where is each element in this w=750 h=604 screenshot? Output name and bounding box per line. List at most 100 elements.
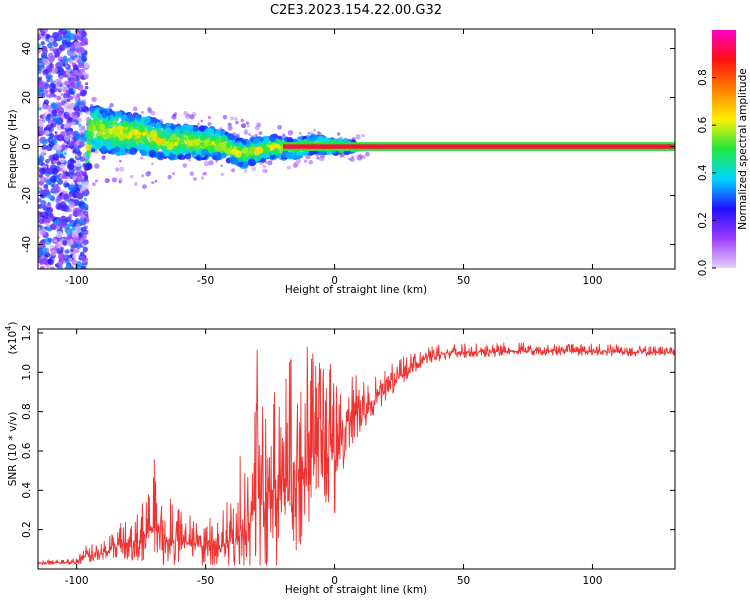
spectrogram-noise-blob [40,257,48,265]
spectrogram-noise-blob [77,62,85,69]
spectrogram-scatter-blob [151,162,154,165]
spectrogram-scatter-blob [267,160,273,166]
spectrogram-noise-blob [63,102,71,110]
spectrogram-noise-blob [59,193,63,197]
spectrogram-noise-blob [55,248,61,253]
spectrogram-noise-blob [76,192,84,200]
spectrogram-noise-blob [79,141,84,147]
spectrogram-scatter-blob [287,129,294,136]
spectrogram-ridge-blob [117,140,124,147]
spectrogram-scatter-blob [244,128,248,133]
spectrogram-noise-blob [69,265,75,269]
spectrogram-noise-blob [60,222,66,229]
spectrogram-scatter-blob [132,106,138,112]
spectrogram-scatter-blob [240,118,244,123]
spectrogram-scatter-blob [356,154,361,160]
spectrogram-noise-blob [55,225,61,230]
spectrogram-noise-blob [39,114,44,119]
spectrogram-noise-blob [48,141,55,148]
spectrogram-scatter-blob [294,160,300,167]
spectrogram-noise-blob [71,259,78,265]
spectrogram-noise-blob [59,157,65,163]
spectrogram-x-label: Height of straight line (km) [285,284,427,296]
spectrogram-ridge-blob [225,142,232,149]
spectrogram-noise-blob [70,140,75,146]
spectrogram-noise-blob [59,58,63,62]
spectrogram-noise-blob [82,171,88,177]
spectrogram-scatter-blob [319,156,325,162]
spectrogram-scatter-blob [365,151,370,157]
spectrogram-noise-blob [60,246,64,251]
spectrogram-noise-blob [52,41,59,48]
spectrogram-scatter-blob [281,133,286,138]
spectrogram-scatter-blob [258,131,263,135]
spectrogram-noise-blob [52,109,57,115]
snr-y-tick-label: 0.6 [21,442,33,459]
spectrogram-noise-blob [60,93,64,97]
spectrogram-noise-blob [47,55,55,63]
spectrogram-noise-blob [83,218,87,222]
spectrogram-scatter-blob [247,124,250,128]
spectrogram-noise-blob [75,82,81,87]
spectrogram-noise-blob [58,68,65,74]
spectrogram-noise-blob [68,83,75,90]
spectrogram-scatter-blob [203,161,210,167]
spectrogram-noise-blob [40,52,48,59]
spectrogram-ridge-blob [261,136,270,145]
spectrogram-ridge-blob [193,126,198,132]
spectrogram-noise-blob [79,40,86,46]
spectrogram-noise-blob [76,93,81,98]
spectrogram-ridge-blob [157,137,164,144]
spectrogram-noise-blob [49,266,55,269]
snr-x-tick-label: 50 [457,575,470,587]
spectrogram-noise-blob [60,97,65,102]
spectrogram-noise-blob [45,116,51,122]
spectrogram-noise-blob [81,55,88,62]
spectrogram-scatter-blob [182,163,188,168]
spectrogram-scatter-blob [145,171,151,177]
spectrogram-scatter-blob [207,122,212,127]
spectrogram-noise-blob [50,67,58,74]
spectrogram-scatter-blob [150,110,156,116]
spectrogram-noise-blob [51,167,59,175]
spectrogram-noise-blob [82,71,87,76]
spectrogram-ridge-blob [177,155,182,160]
spectrogram-ridge-blob [111,119,118,126]
snr-multiplier-open: (x10 [7,331,19,355]
spectrogram-noise-blob [38,61,45,69]
spectrogram-noise-blob [73,41,80,48]
spectrogram-ridge-blob [122,138,130,146]
spectrogram-scatter-blob [233,117,238,121]
spectrogram-noise-blob [55,203,62,210]
spectrogram-scatter-blob [298,131,302,135]
spectrogram-ridge-blob [101,112,108,119]
spectrogram-scatter-blob [141,174,145,178]
spectrogram-ridge-blob [158,131,167,139]
spectrogram-ridge-blob [85,150,91,156]
spectrogram-noise-blob [38,217,45,225]
spectrogram-ridge-blob [182,126,187,131]
spectrogram-noise-blob [70,248,74,252]
spectrogram-ridge-blob [164,127,173,135]
spectrogram-noise-blob [47,42,53,49]
spectrogram-ridge-blob [95,143,101,149]
spectrogram-noise-blob [75,49,80,53]
spectrogram-noise-blob [80,106,84,110]
spectrogram-noise-blob [79,100,85,106]
spectrogram-ridge-blob [163,149,171,157]
spectrogram-noise-blob [71,121,76,126]
spectrogram-noise-blob [57,30,63,36]
spectrogram-noise-blob [45,130,50,135]
spectrogram-ridge-blob [155,123,162,129]
spectrogram-ridge-blob [273,148,280,155]
spectrogram-noise-blob [44,187,49,192]
spectrogram-noise-blob [81,203,89,211]
spectrogram-ridge-blob [86,125,94,133]
snr-x-tick-label: 0 [331,575,338,587]
spectrogram-noise-blob [56,134,64,142]
spectrogram-scatter-blob [222,114,228,120]
spectrogram-ridge-blob [214,133,219,138]
spectrogram-noise-blob [68,77,76,85]
spectrogram-ridge-blob [199,141,205,147]
